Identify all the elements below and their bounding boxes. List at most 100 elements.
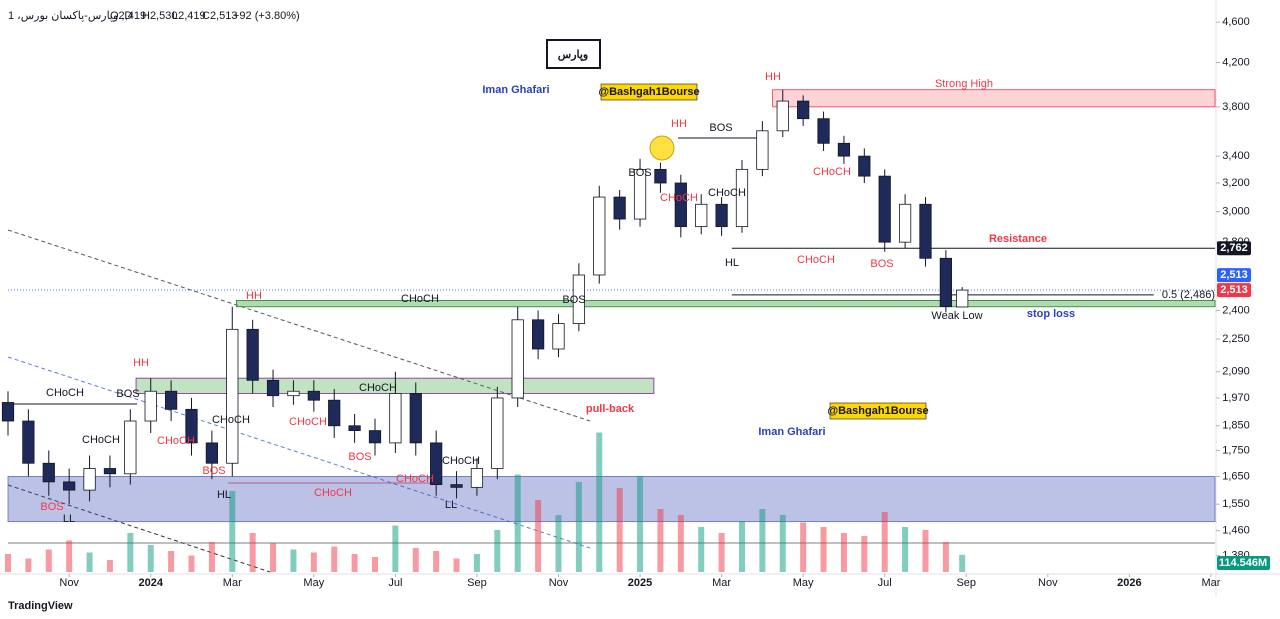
candle-body <box>939 257 952 308</box>
candle-body <box>919 203 932 259</box>
volume-bar <box>514 474 521 572</box>
annotation: LL <box>445 499 457 511</box>
y-tick-label: 3,400 <box>1222 150 1250 162</box>
annotation: CHoCH <box>289 416 327 428</box>
watermark: @Bashgah1Bourse <box>827 405 928 417</box>
annotation: CHoCH <box>314 487 352 499</box>
y-tick-label: 4,200 <box>1222 56 1250 68</box>
annotation: CHoCH <box>797 254 835 266</box>
volume-bar <box>208 542 215 572</box>
highlight-circle <box>649 135 675 161</box>
candle-body <box>22 420 35 464</box>
annotation: LL <box>63 513 75 525</box>
y-tick-label: 4,600 <box>1222 16 1250 28</box>
level-label: 0.5 (2,486) <box>1162 289 1215 301</box>
volume-bar <box>616 488 623 572</box>
candle-body <box>307 390 320 401</box>
volume-bar <box>759 509 766 572</box>
volume-bar <box>106 560 113 572</box>
zone <box>235 300 1216 308</box>
y-tick-label: 1,550 <box>1222 498 1250 510</box>
volume-bar <box>861 536 868 572</box>
ohlc-value: L2,419 <box>172 10 206 22</box>
annotation: CHoCH <box>660 192 698 204</box>
annotation: CHoCH <box>212 414 250 426</box>
volume-bar <box>147 545 154 572</box>
price-label: 2,762 <box>1220 242 1248 254</box>
volume-bar <box>331 546 338 572</box>
footer-logo: TradingView <box>8 600 73 612</box>
candle-body <box>531 319 545 350</box>
y-tick-label: 2,250 <box>1222 333 1250 345</box>
watermark-box <box>600 83 698 101</box>
y-tick-label: 1,650 <box>1222 470 1250 482</box>
candle-body <box>470 468 484 488</box>
volume-bar <box>959 554 966 572</box>
candle-body <box>124 420 137 475</box>
volume-label: 114.546M <box>1219 557 1267 569</box>
annotation: BOS <box>202 465 225 477</box>
annotation: BOS <box>40 501 63 513</box>
annotation: stop loss <box>1027 308 1075 320</box>
volume-bar <box>249 533 256 572</box>
volume-bar <box>596 432 603 572</box>
price-label: 2,513 <box>1220 284 1248 296</box>
volume-bar <box>535 500 542 572</box>
watermark-box <box>829 402 927 420</box>
annotation: BOS <box>348 451 371 463</box>
candle-body <box>266 379 280 397</box>
y-tick-label: 3,800 <box>1222 101 1250 113</box>
price-label-box <box>1217 268 1251 283</box>
x-tick-label: Sep <box>956 577 976 589</box>
volume-bar <box>840 533 847 572</box>
annotation: HH <box>246 290 262 302</box>
candle-body <box>858 155 871 177</box>
price-label-box <box>1217 241 1251 256</box>
volume-bar <box>188 555 195 572</box>
annotation: CHoCH <box>46 387 84 399</box>
candle-body <box>409 393 422 444</box>
annotation: CHoCH <box>401 293 439 305</box>
volume-bar <box>902 527 909 572</box>
candle-body <box>837 142 851 157</box>
volume-bar <box>738 521 745 572</box>
candle-body <box>552 323 565 350</box>
candle-body <box>328 399 341 427</box>
annotation: HH <box>765 71 781 83</box>
candle-body <box>898 203 912 243</box>
annotation: CHoCH <box>82 434 120 446</box>
annotation: HH <box>671 118 687 130</box>
y-tick-label: 3,200 <box>1222 177 1250 189</box>
x-tick-label: Nov <box>1038 577 1058 589</box>
volume-bar <box>351 554 358 572</box>
x-tick-label: May <box>303 577 324 589</box>
volume-bar <box>453 558 460 572</box>
x-tick-label: Mar <box>712 577 731 589</box>
candle-body <box>878 175 891 243</box>
candle-body <box>42 462 55 483</box>
volume-bar <box>45 549 52 572</box>
annotation: CHoCH <box>708 187 746 199</box>
volume-bar <box>820 527 827 572</box>
volume-bar <box>800 522 807 572</box>
candle-body <box>511 319 524 399</box>
y-tick-label: 1,970 <box>1222 392 1250 404</box>
annotation: HL <box>725 257 739 269</box>
candle-body <box>450 484 463 488</box>
ohlc-value: C2,513 <box>202 10 237 22</box>
volume-bar <box>86 552 93 572</box>
x-tick-label: Sep <box>467 577 487 589</box>
price-label-box <box>1217 283 1251 298</box>
price-label: 2,513 <box>1220 269 1248 281</box>
volume-bar <box>412 548 419 572</box>
volume-bar <box>229 491 236 572</box>
candle-body <box>430 442 443 486</box>
annotation: HH <box>133 357 149 369</box>
annotation: BOS <box>628 167 651 179</box>
volume-bar <box>942 542 949 572</box>
annotation: CHoCH <box>157 435 195 447</box>
x-tick-label: May <box>793 577 814 589</box>
candle-body <box>287 390 300 397</box>
ohlc-value: +92 (+3.80%) <box>233 10 300 22</box>
